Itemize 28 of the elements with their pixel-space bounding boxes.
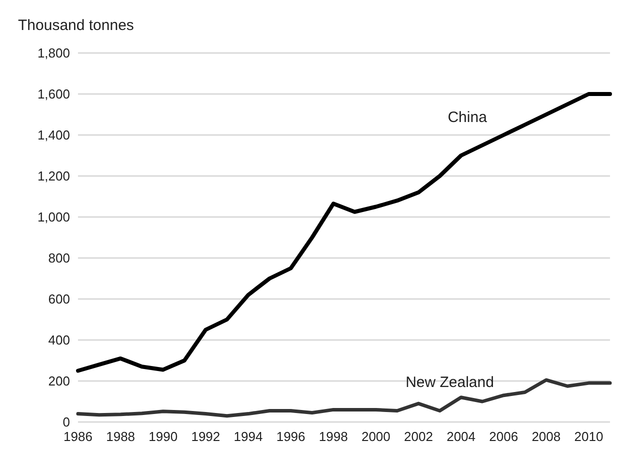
- x-tick-label: 1992: [191, 429, 220, 444]
- x-tick-label: 1990: [148, 429, 178, 444]
- y-tick-label: 1,200: [37, 168, 70, 184]
- series-label: New Zealand: [406, 374, 494, 392]
- x-tick-label: 2010: [574, 429, 604, 444]
- x-tick-label: 1996: [276, 429, 306, 444]
- x-tick-label: 2004: [446, 429, 476, 444]
- y-tick-label: 1,800: [37, 46, 70, 60]
- x-tick-label: 1986: [64, 429, 92, 444]
- x-tick-label: 2006: [489, 429, 518, 444]
- series-label: China: [448, 108, 488, 126]
- y-tick-label: 1,000: [37, 210, 70, 224]
- x-tick-label: 2002: [404, 429, 433, 444]
- y-tick-label: 0: [62, 414, 70, 430]
- x-tick-label: 1998: [318, 429, 348, 444]
- line-series: [76, 92, 612, 373]
- line-series: [76, 378, 612, 418]
- x-tick-label: 2008: [532, 429, 561, 444]
- y-tick-label: 1,400: [37, 128, 70, 142]
- x-tick-label: 1988: [106, 429, 136, 444]
- y-tick-label: 400: [48, 332, 70, 348]
- x-tick-label: 2000: [361, 429, 390, 444]
- x-tick-label: 1994: [234, 429, 263, 444]
- y-tick-label: 1,600: [37, 86, 70, 102]
- y-tick-label: 600: [48, 292, 70, 306]
- y-tick-label: 200: [48, 374, 70, 388]
- y-axis-title: Thousand tonnes: [18, 17, 134, 34]
- y-tick-label: 800: [48, 250, 70, 266]
